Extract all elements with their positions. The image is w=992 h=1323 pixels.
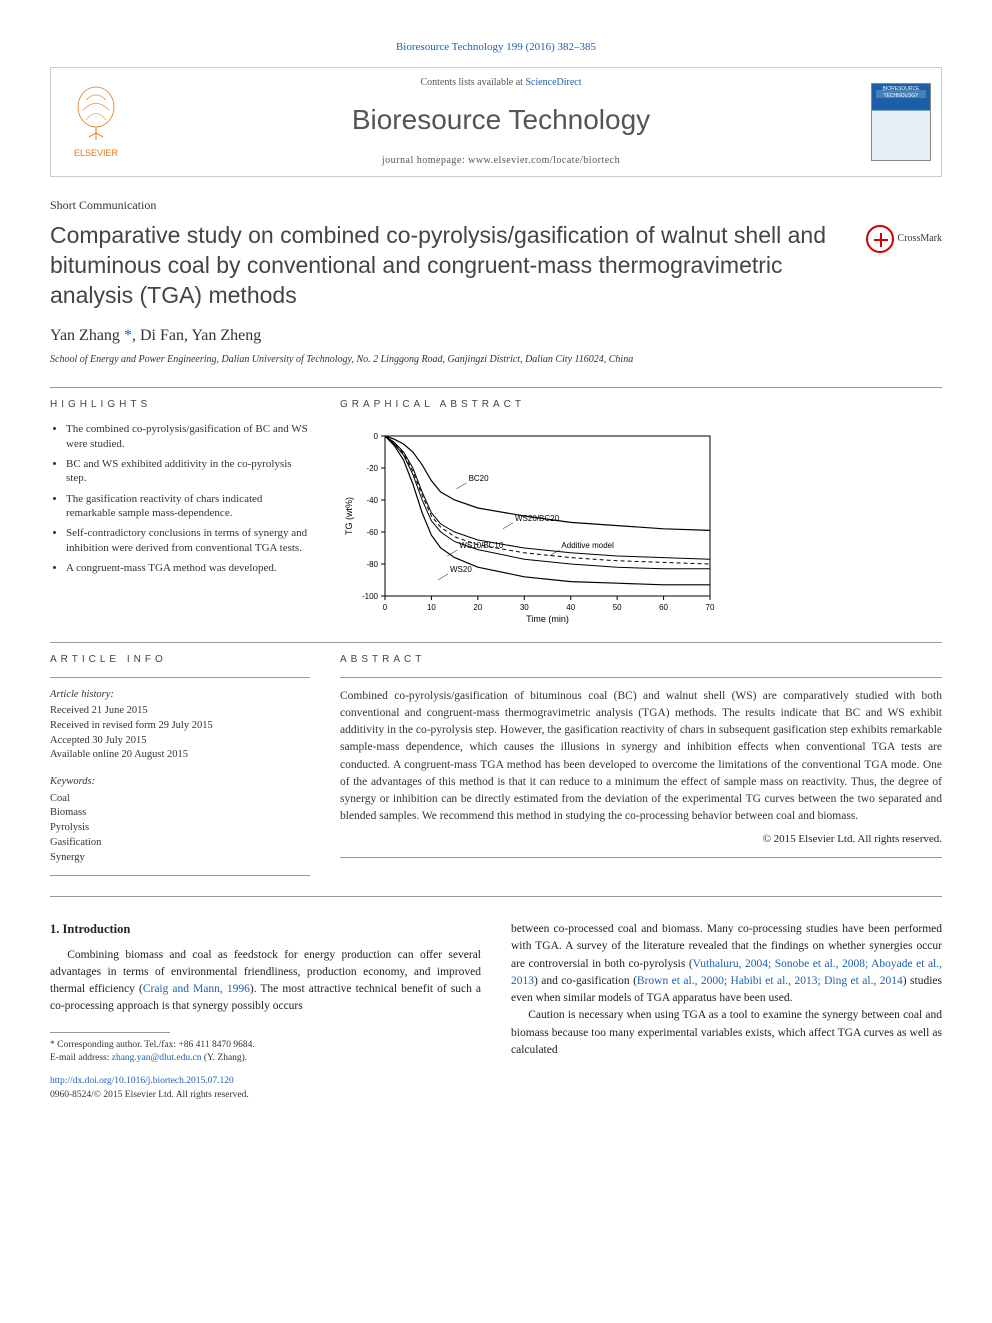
svg-text:TG (wt%): TG (wt%) xyxy=(344,497,354,535)
svg-text:0: 0 xyxy=(383,603,388,612)
history-accepted: Accepted 30 July 2015 xyxy=(50,734,310,749)
intro-para-1: Combining biomass and coal as feedstock … xyxy=(50,947,481,1016)
header-mid: Contents lists available at ScienceDirec… xyxy=(141,68,861,175)
article-info-header: ARTICLE INFO xyxy=(50,653,310,667)
contents-line: Contents lists available at ScienceDirec… xyxy=(151,76,851,90)
elsevier-name: ELSEVIER xyxy=(74,147,118,160)
article-title: Comparative study on combined co-pyrolys… xyxy=(50,221,846,311)
email-footnote: E-mail address: zhang.yan@dlut.edu.cn (Y… xyxy=(50,1052,481,1065)
history-revised: Received in revised form 29 July 2015 xyxy=(50,719,310,734)
keyword: Synergy xyxy=(50,851,310,866)
keyword: Pyrolysis xyxy=(50,821,310,836)
svg-text:WS10/BC10: WS10/BC10 xyxy=(459,541,504,550)
history-header: Article history: xyxy=(50,688,310,703)
elsevier-tree-icon xyxy=(71,85,121,145)
svg-text:40: 40 xyxy=(566,603,575,612)
article-type: Short Communication xyxy=(50,197,942,214)
svg-text:30: 30 xyxy=(520,603,529,612)
abstract-text: Combined co-pyrolysis/gasification of bi… xyxy=(340,688,942,826)
svg-text:Time (min): Time (min) xyxy=(526,614,569,624)
article-info-block: Article history: Received 21 June 2015 R… xyxy=(50,688,310,866)
highlight-item: A congruent-mass TGA method was develope… xyxy=(66,561,310,575)
intro-para-3: Caution is necessary when using TGA as a… xyxy=(511,1007,942,1059)
top-ref-journal[interactable]: Bioresource Technology xyxy=(396,41,503,53)
svg-text:60: 60 xyxy=(659,603,668,612)
svg-text:70: 70 xyxy=(706,603,715,612)
authors-line: Yan Zhang *, Di Fan, Yan Zheng xyxy=(50,325,942,347)
svg-text:-100: -100 xyxy=(362,592,379,601)
highlight-item: BC and WS exhibited additivity in the co… xyxy=(66,457,310,486)
abstract-header: ABSTRACT xyxy=(340,653,942,667)
crossmark-icon xyxy=(866,225,894,253)
intro-heading: 1. Introduction xyxy=(50,921,481,939)
keywords-header: Keywords: xyxy=(50,775,310,790)
corresponding-footnote: * Corresponding author. Tel./fax: +86 41… xyxy=(50,1039,481,1052)
footnote-separator xyxy=(50,1032,170,1033)
svg-text:10: 10 xyxy=(427,603,436,612)
keyword: Biomass xyxy=(50,806,310,821)
history-online: Available online 20 August 2015 xyxy=(50,748,310,763)
email-link[interactable]: zhang.yan@dlut.edu.cn xyxy=(112,1053,202,1063)
top-reference: Bioresource Technology 199 (2016) 382–38… xyxy=(50,40,942,55)
top-ref-vol: 199 (2016) 382–385 xyxy=(506,41,596,53)
corresponding-star[interactable]: * xyxy=(124,327,132,344)
history-received: Received 21 June 2015 xyxy=(50,704,310,719)
journal-name-large: Bioresource Technology xyxy=(151,100,851,139)
ref-link[interactable]: Craig and Mann, 1996 xyxy=(143,983,250,995)
copyright-line: © 2015 Elsevier Ltd. All rights reserved… xyxy=(340,832,942,847)
keyword: Gasification xyxy=(50,836,310,851)
sciencedirect-link[interactable]: ScienceDirect xyxy=(525,77,581,88)
elsevier-logo: ELSEVIER xyxy=(51,68,141,175)
svg-text:BC20: BC20 xyxy=(469,474,490,483)
svg-text:50: 50 xyxy=(613,603,622,612)
svg-text:Additive model: Additive model xyxy=(561,541,614,550)
svg-text:20: 20 xyxy=(473,603,482,612)
graphical-abstract-chart: 0 10 20 30 40 50 60 70 -100 -80 -60 -40 -20 0 Time (mi… xyxy=(340,426,720,626)
ref-link[interactable]: Brown et al., 2000; Habibi et al., 2013;… xyxy=(637,975,903,987)
svg-text:WS20/BC20: WS20/BC20 xyxy=(515,514,560,523)
highlights-header: HIGHLIGHTS xyxy=(50,398,310,412)
svg-text:-40: -40 xyxy=(366,496,378,505)
svg-text:0: 0 xyxy=(374,432,379,441)
divider xyxy=(50,896,942,897)
svg-text:-20: -20 xyxy=(366,464,378,473)
cover-thumbnail: BIORESOURCE TECHNOLOGY xyxy=(861,68,941,175)
issn-line: 0960-8524/© 2015 Elsevier Ltd. All right… xyxy=(50,1089,481,1102)
doi-link[interactable]: http://dx.doi.org/10.1016/j.biortech.201… xyxy=(50,1075,481,1088)
author-1: Yan Zhang xyxy=(50,327,120,344)
crossmark-badge[interactable]: CrossMark xyxy=(866,225,942,253)
svg-text:-60: -60 xyxy=(366,528,378,537)
crossmark-label: CrossMark xyxy=(898,232,942,246)
author-3: Yan Zheng xyxy=(191,327,261,344)
intro-para-2: between co-processed coal and biomass. M… xyxy=(511,921,942,1007)
journal-homepage: journal homepage: www.elsevier.com/locat… xyxy=(151,154,851,168)
header-box: ELSEVIER Contents lists available at Sci… xyxy=(50,67,942,176)
author-2: Di Fan xyxy=(140,327,184,344)
divider xyxy=(50,642,942,643)
graphical-abstract-header: GRAPHICAL ABSTRACT xyxy=(340,398,942,412)
highlights-list: The combined co-pyrolysis/gasification o… xyxy=(50,422,310,575)
svg-text:-80: -80 xyxy=(366,560,378,569)
highlight-item: Self-contradictory conclusions in terms … xyxy=(66,526,310,555)
highlight-item: The combined co-pyrolysis/gasification o… xyxy=(66,422,310,451)
divider xyxy=(50,387,942,388)
svg-text:WS20: WS20 xyxy=(450,565,472,574)
keyword: Coal xyxy=(50,792,310,807)
highlight-item: The gasification reactivity of chars ind… xyxy=(66,492,310,521)
affiliation: School of Energy and Power Engineering, … xyxy=(50,353,942,367)
